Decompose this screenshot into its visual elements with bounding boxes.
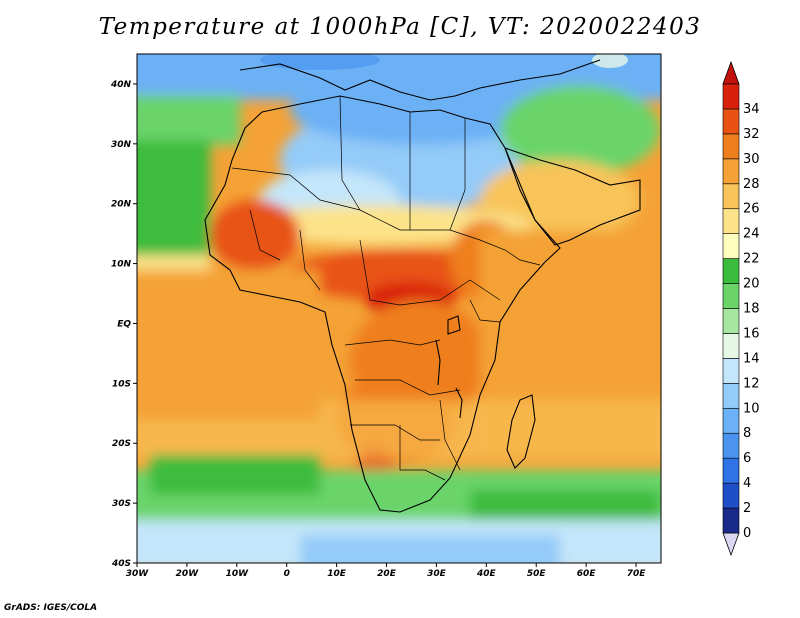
colorbar-level-label: 4 — [743, 476, 751, 491]
lat-tick-label: 40S — [111, 559, 131, 569]
lake-malawi — [455, 387, 463, 419]
lon-tick-label: 70E — [627, 569, 647, 579]
colorbar-swatch — [722, 308, 740, 334]
zone-southern-darkgreen — [150, 455, 320, 495]
colorbar-swatch — [722, 83, 740, 110]
border-13 — [439, 399, 461, 471]
colorbar-under-triangle — [722, 532, 740, 557]
zone-north-green — [137, 95, 240, 145]
lat-tick-label: 30N — [111, 140, 132, 150]
zone-alps-cold — [260, 54, 380, 70]
colorbar-swatch — [722, 432, 740, 459]
colorbar-level-label: 30 — [743, 152, 760, 167]
colorbar-swatch — [722, 233, 740, 259]
map-title: Temperature at 1000hPa [C], VT: 20200224… — [98, 14, 702, 40]
colorbar-level-label: 8 — [743, 426, 751, 441]
colorbar-swatch — [722, 208, 740, 234]
border-5 — [249, 209, 281, 261]
colorbar-level-label: 20 — [743, 277, 760, 292]
zone-arctic-white — [592, 54, 628, 68]
latitude-axis: 40N 30N 20N 10N EQ 10S 20S 30S 40S — [110, 80, 137, 569]
colorbar-swatch — [722, 457, 740, 484]
colorbar-level-label: 2 — [743, 501, 751, 516]
colorbar-swatch — [722, 108, 740, 135]
lon-tick-label: 60E — [577, 569, 597, 579]
colorbar-level-label: 28 — [743, 177, 760, 192]
zone-atlantic-tropical — [137, 270, 320, 420]
colorbar-level-label: 18 — [743, 302, 760, 317]
colorbar-level-label: 14 — [743, 351, 760, 366]
zone-libya-blue — [290, 75, 550, 145]
border-7 — [359, 239, 441, 306]
lat-tick-label: 40N — [110, 80, 132, 90]
colorbar-swatch — [722, 133, 740, 160]
colorbar-swatch — [722, 507, 740, 534]
colorbar-swatch — [722, 258, 740, 284]
lon-tick-label: 10W — [226, 569, 250, 579]
colorbar-level-label: 34 — [743, 102, 760, 117]
border-10 — [355, 379, 461, 396]
border-12 — [399, 425, 446, 481]
border-8 — [439, 279, 501, 301]
lon-tick-label: 20E — [377, 569, 397, 579]
lake-tanganyika — [435, 339, 441, 386]
grads-credit: GrADS: IGES/COLA — [4, 603, 98, 613]
zone-southern-darkgreen-east — [470, 490, 660, 520]
lon-tick-label: 20W — [176, 569, 200, 579]
border-14 — [469, 299, 501, 323]
colorbar-level-label: 24 — [743, 227, 760, 242]
colorbar-level-label: 26 — [743, 202, 760, 217]
border-4 — [231, 167, 481, 241]
lat-tick-label: 20S — [112, 439, 131, 449]
lon-tick-label: 0 — [284, 569, 290, 579]
colorbar-level-label: 16 — [743, 326, 760, 341]
europe-coastline — [239, 59, 601, 101]
arabia-coastline — [504, 147, 641, 246]
colorbar-swatch — [722, 158, 740, 185]
zone-southern-blue — [300, 535, 560, 563]
border-1 — [339, 95, 361, 211]
zone-west-africa-hot — [210, 200, 300, 270]
colorbar-level-label: 10 — [743, 401, 760, 416]
lake-victoria — [447, 315, 461, 335]
colorbar-swatch — [722, 383, 740, 409]
lat-tick-label: 10N — [111, 260, 132, 270]
colorbar-level-label: 6 — [743, 451, 751, 466]
lon-tick-label: 30E — [427, 569, 447, 579]
colorbar-swatch — [722, 333, 740, 359]
colorbar-swatch — [722, 407, 740, 434]
longitude-axis: 30W 20W 10W 0 10E 20E 30E 40E 50E 60E 70E — [126, 563, 646, 579]
zone-mideast-green — [500, 85, 660, 175]
country-borders — [231, 95, 541, 481]
zone-sahel-yellow — [230, 205, 530, 245]
madagascar-coastline — [506, 394, 536, 469]
colorbar-level-label: 22 — [743, 252, 760, 267]
border-6 — [299, 229, 321, 291]
lat-tick-label: 10S — [112, 379, 131, 389]
colorbar-swatch — [722, 283, 740, 309]
colorbar-swatch — [722, 183, 740, 210]
colorbar-level-label: 0 — [743, 526, 751, 541]
colorbar-level-label: 12 — [743, 376, 760, 391]
colorbar-level-label: 32 — [743, 127, 760, 142]
border-15 — [479, 239, 541, 266]
lat-tick-label: 20N — [111, 200, 132, 210]
border-9 — [344, 339, 441, 346]
border-11 — [350, 424, 440, 441]
lon-tick-label: 50E — [527, 569, 547, 579]
colorbar-swatch — [722, 358, 740, 384]
border-3 — [449, 118, 466, 231]
map-frame — [136, 53, 662, 564]
lat-tick-label: 30S — [112, 499, 131, 509]
colorbar-over-triangle — [722, 60, 740, 85]
lon-tick-label: 30W — [126, 569, 150, 579]
lon-tick-label: 10E — [327, 569, 347, 579]
lon-tick-label: 40E — [476, 569, 497, 579]
lat-tick-label: EQ — [117, 319, 131, 329]
colorbar-swatch — [722, 482, 740, 509]
zone-atl-green — [137, 140, 210, 260]
temperature-field — [137, 54, 661, 563]
